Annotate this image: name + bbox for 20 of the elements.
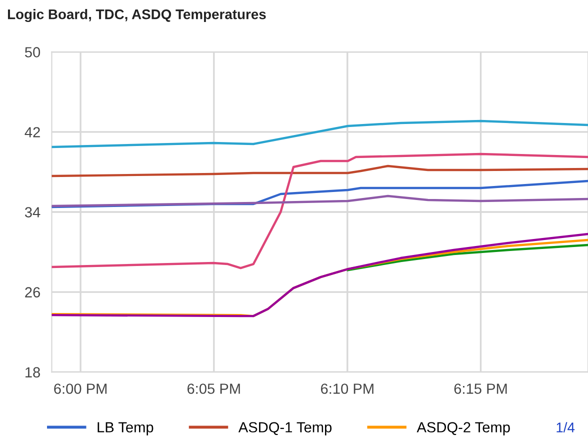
x-tick-label: 6:15 PM (454, 384, 507, 394)
line-series (346, 244, 588, 272)
x-tick-label: 6:05 PM (187, 384, 240, 394)
legend-label: ASDQ-2 Temp (416, 422, 510, 436)
y-tick-label: 42 (24, 127, 40, 138)
x-tick-label: 6:00 PM (54, 384, 107, 394)
line-series (52, 164, 588, 178)
legend-label: LB Temp (98, 422, 154, 436)
y-tick-label: 34 (24, 207, 40, 218)
legend-label: ASDQ-1 Temp (238, 422, 332, 436)
y-tick-label: 50 (24, 47, 40, 58)
chart-title: Logic Board, TDC, ASDQ Temperatures (8, 9, 266, 22)
x-tick-label: 6:10 PM (320, 384, 374, 394)
y-tick-label: 18 (26, 367, 40, 378)
line-series (52, 180, 588, 208)
line-series (52, 120, 588, 148)
line-series (52, 152, 588, 270)
text: 1/4 (556, 422, 575, 432)
line-series (52, 194, 588, 208)
y-tick-label: 26 (25, 287, 40, 298)
